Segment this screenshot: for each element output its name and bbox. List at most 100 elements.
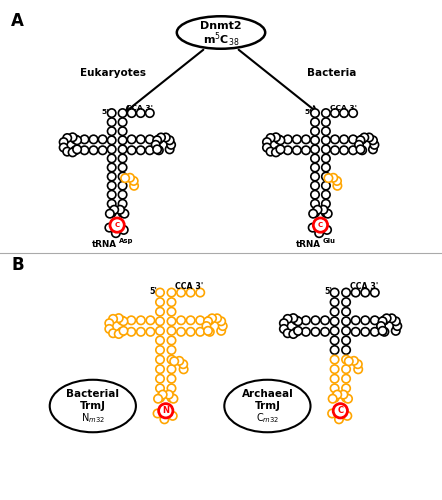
Ellipse shape	[322, 200, 330, 208]
Ellipse shape	[155, 135, 163, 143]
Ellipse shape	[89, 135, 98, 143]
Ellipse shape	[283, 314, 292, 323]
Ellipse shape	[109, 329, 117, 338]
Ellipse shape	[272, 133, 280, 141]
Ellipse shape	[292, 328, 301, 336]
Ellipse shape	[365, 134, 373, 141]
Ellipse shape	[63, 134, 72, 142]
Ellipse shape	[206, 316, 214, 324]
Ellipse shape	[280, 324, 288, 333]
Ellipse shape	[224, 380, 310, 432]
Ellipse shape	[340, 109, 348, 118]
Ellipse shape	[156, 394, 164, 402]
Ellipse shape	[280, 319, 288, 328]
Ellipse shape	[164, 390, 173, 399]
Text: Dnmt2: Dnmt2	[200, 22, 242, 32]
Ellipse shape	[331, 109, 339, 118]
Ellipse shape	[349, 146, 357, 154]
Ellipse shape	[107, 164, 116, 172]
Ellipse shape	[324, 210, 332, 218]
Ellipse shape	[152, 140, 160, 149]
Ellipse shape	[153, 145, 161, 154]
Ellipse shape	[145, 135, 154, 143]
Ellipse shape	[105, 319, 114, 328]
Ellipse shape	[354, 365, 362, 374]
Ellipse shape	[331, 135, 339, 143]
Ellipse shape	[156, 336, 164, 344]
Ellipse shape	[71, 135, 80, 143]
Ellipse shape	[369, 136, 377, 144]
Ellipse shape	[331, 298, 339, 306]
Ellipse shape	[360, 134, 369, 141]
Ellipse shape	[311, 316, 320, 324]
Ellipse shape	[120, 210, 129, 218]
Ellipse shape	[342, 374, 350, 383]
Ellipse shape	[116, 206, 124, 214]
Ellipse shape	[167, 288, 175, 297]
Text: CCA 3': CCA 3'	[175, 282, 204, 292]
Ellipse shape	[127, 328, 136, 336]
Ellipse shape	[80, 135, 89, 143]
Ellipse shape	[342, 317, 350, 326]
Ellipse shape	[155, 146, 163, 154]
Ellipse shape	[351, 316, 360, 324]
Ellipse shape	[187, 328, 195, 336]
Ellipse shape	[179, 360, 187, 368]
Ellipse shape	[196, 316, 204, 324]
Ellipse shape	[311, 182, 319, 190]
Ellipse shape	[302, 135, 310, 143]
Ellipse shape	[311, 208, 319, 217]
Ellipse shape	[284, 135, 292, 143]
Ellipse shape	[333, 404, 347, 418]
Ellipse shape	[324, 174, 333, 182]
Ellipse shape	[274, 135, 283, 143]
Ellipse shape	[114, 330, 123, 338]
Ellipse shape	[349, 135, 357, 143]
Ellipse shape	[121, 174, 130, 182]
Ellipse shape	[342, 298, 350, 306]
Ellipse shape	[177, 16, 265, 49]
Ellipse shape	[289, 330, 297, 338]
Ellipse shape	[289, 314, 297, 322]
Ellipse shape	[107, 200, 116, 208]
Ellipse shape	[382, 314, 391, 322]
Ellipse shape	[284, 146, 292, 154]
Ellipse shape	[331, 336, 339, 344]
Ellipse shape	[137, 109, 145, 118]
Ellipse shape	[331, 288, 339, 297]
Text: N: N	[162, 406, 169, 416]
Ellipse shape	[294, 326, 302, 335]
Ellipse shape	[202, 322, 211, 330]
Ellipse shape	[165, 145, 174, 154]
Ellipse shape	[119, 326, 128, 335]
Ellipse shape	[177, 316, 185, 324]
Text: A: A	[11, 12, 24, 30]
Ellipse shape	[311, 154, 319, 162]
Ellipse shape	[322, 154, 330, 162]
Ellipse shape	[60, 144, 68, 152]
Text: TrmJ: TrmJ	[80, 401, 106, 411]
Text: 5': 5'	[324, 287, 332, 296]
Ellipse shape	[107, 136, 116, 144]
Ellipse shape	[137, 316, 145, 324]
Ellipse shape	[311, 136, 319, 144]
Ellipse shape	[263, 138, 271, 146]
Ellipse shape	[118, 328, 126, 336]
Ellipse shape	[137, 135, 145, 143]
Ellipse shape	[267, 134, 275, 142]
Ellipse shape	[118, 172, 127, 181]
Ellipse shape	[153, 136, 161, 144]
Ellipse shape	[276, 136, 285, 144]
Ellipse shape	[322, 190, 330, 199]
Text: C$_{m32}$: C$_{m32}$	[255, 412, 279, 426]
Text: C: C	[318, 222, 323, 228]
Ellipse shape	[343, 412, 351, 420]
Ellipse shape	[322, 109, 330, 118]
Ellipse shape	[167, 346, 175, 354]
Text: 5': 5'	[149, 287, 157, 296]
Ellipse shape	[156, 308, 164, 316]
Ellipse shape	[118, 200, 127, 208]
Ellipse shape	[107, 109, 116, 118]
Ellipse shape	[378, 317, 387, 326]
Text: tRNA: tRNA	[92, 240, 117, 248]
